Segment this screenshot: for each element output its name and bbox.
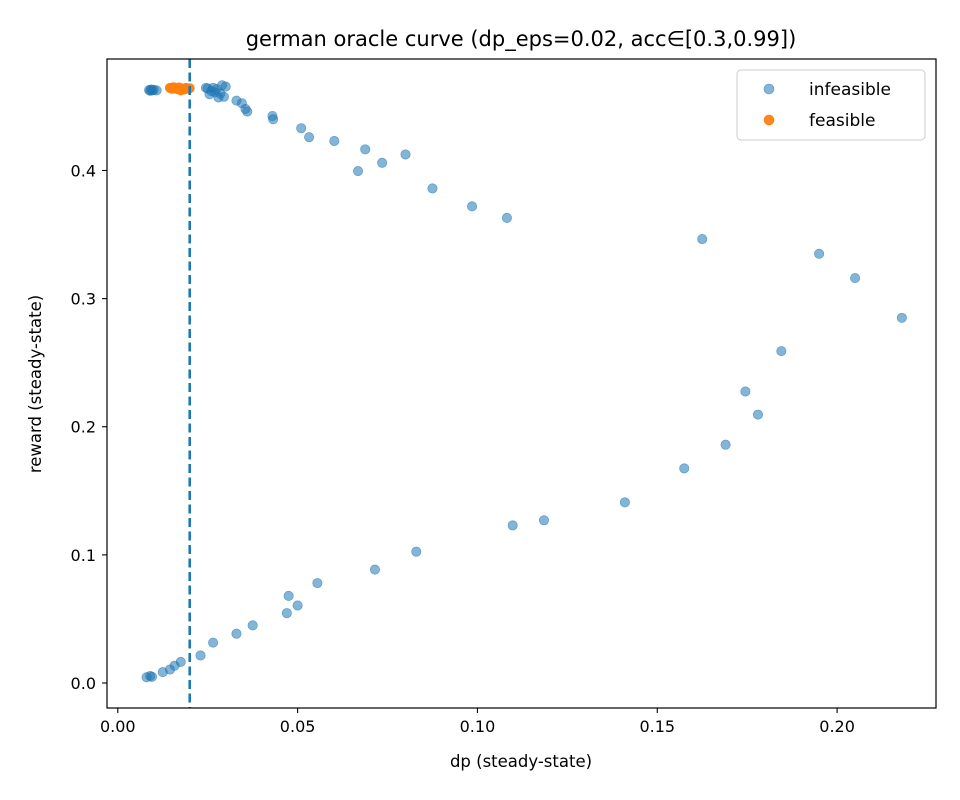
- x-tick-label: 0.10: [460, 717, 496, 736]
- infeasible-point: [740, 386, 751, 397]
- infeasible-point: [218, 91, 229, 102]
- y-tick-label: 0.1: [71, 546, 96, 565]
- infeasible-point: [353, 166, 364, 177]
- x-tick-label: 0.05: [280, 717, 316, 736]
- legend-box: [736, 69, 926, 141]
- x-tick-label: 0.00: [100, 717, 136, 736]
- infeasible-point: [501, 212, 512, 223]
- infeasible-point: [304, 132, 315, 143]
- y-tick-label: 0.2: [71, 418, 96, 437]
- infeasible-point: [411, 546, 422, 557]
- infeasible-point: [369, 564, 380, 575]
- infeasible-point: [281, 608, 292, 619]
- infeasible-point: [157, 667, 168, 678]
- infeasible-point: [292, 600, 303, 611]
- y-axis-label: reward (steady-state): [26, 295, 45, 473]
- axes-frame: [106, 58, 937, 709]
- infeasible-point: [283, 590, 294, 601]
- infeasible-point: [427, 183, 438, 194]
- infeasible-point: [146, 671, 157, 682]
- y-tick-label: 0.3: [71, 290, 96, 309]
- infeasible-point: [268, 114, 279, 125]
- infeasible-point: [360, 144, 371, 155]
- infeasible-point: [507, 520, 518, 531]
- infeasible-point: [619, 497, 630, 508]
- x-axis-label: dp (steady-state): [450, 752, 592, 771]
- infeasible-point: [814, 248, 825, 259]
- infeasible-point: [400, 149, 411, 160]
- plot-area: 0.00 0.05 0.10 0.15 0.20 0.0 0.1 0.2 0.3 0.4 infea…: [71, 58, 937, 736]
- infeasible-point: [850, 273, 861, 284]
- legend-marker-feasible: [763, 114, 775, 126]
- infeasible-point: [896, 312, 907, 323]
- infeasible-point: [467, 201, 478, 212]
- infeasible-point: [220, 81, 231, 92]
- infeasible-point: [242, 106, 253, 117]
- infeasible-point: [208, 637, 219, 648]
- infeasible-point: [538, 515, 549, 526]
- infeasible-point: [195, 650, 206, 661]
- infeasible-point: [312, 578, 323, 589]
- infeasible-point: [377, 157, 388, 168]
- infeasible-point: [752, 409, 763, 420]
- infeasible-point: [329, 136, 340, 147]
- x-tick-label: 0.20: [819, 717, 855, 736]
- infeasible-point: [697, 234, 708, 245]
- infeasible-point: [720, 439, 731, 450]
- legend-label-infeasible: infeasible: [809, 80, 891, 100]
- y-tick-label: 0.4: [71, 161, 96, 180]
- infeasible-point: [679, 463, 690, 474]
- infeasible-point: [776, 346, 787, 357]
- infeasible-point: [231, 628, 242, 639]
- chart-title: german oracle curve (dp_eps=0.02, acc∈[0…: [246, 27, 797, 52]
- legend-marker-infeasible: [763, 83, 775, 95]
- infeasible-point: [151, 85, 162, 96]
- infeasible-point: [296, 123, 307, 134]
- y-tick-label: 0.0: [71, 674, 96, 693]
- infeasible-point: [247, 620, 258, 631]
- x-tick-label: 0.15: [639, 717, 675, 736]
- legend-label-feasible: feasible: [809, 111, 875, 131]
